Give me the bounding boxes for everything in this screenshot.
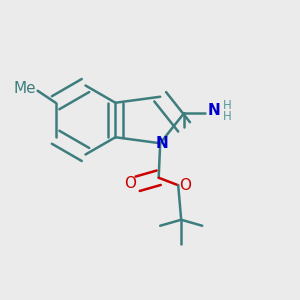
Text: Me: Me: [14, 81, 36, 96]
Text: O: O: [124, 176, 136, 191]
Text: H: H: [223, 99, 232, 112]
Text: N: N: [155, 136, 168, 151]
Text: O: O: [179, 178, 191, 193]
Text: N: N: [208, 103, 221, 118]
Text: H: H: [223, 110, 232, 123]
